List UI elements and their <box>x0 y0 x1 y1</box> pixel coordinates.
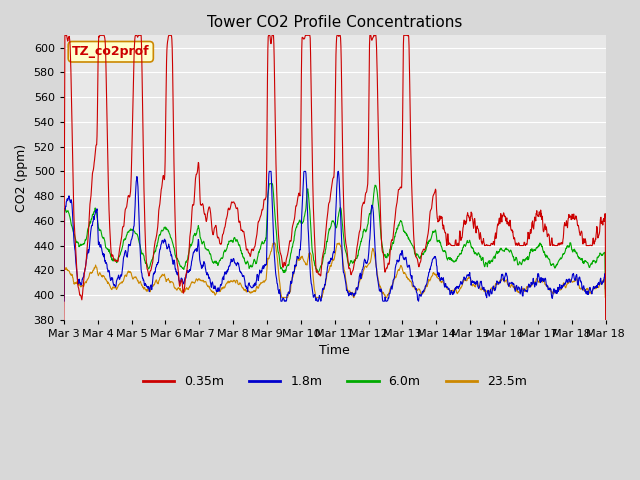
Legend: 0.35m, 1.8m, 6.0m, 23.5m: 0.35m, 1.8m, 6.0m, 23.5m <box>138 370 532 393</box>
Y-axis label: CO2 (ppm): CO2 (ppm) <box>15 144 28 212</box>
X-axis label: Time: Time <box>319 344 350 357</box>
Text: TZ_co2prof: TZ_co2prof <box>72 45 150 58</box>
Title: Tower CO2 Profile Concentrations: Tower CO2 Profile Concentrations <box>207 15 463 30</box>
